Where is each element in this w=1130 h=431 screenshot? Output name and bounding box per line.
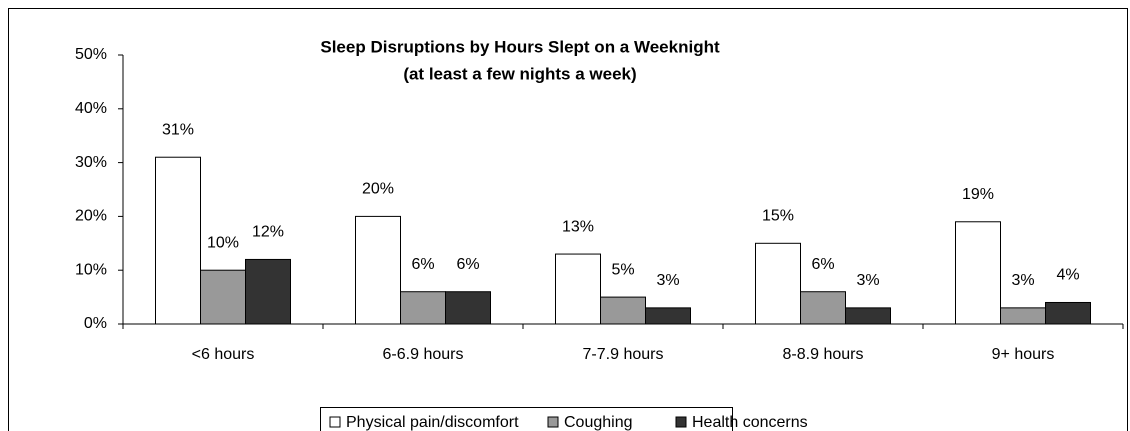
value-label: 19% — [962, 186, 994, 203]
value-label: 4% — [1056, 267, 1079, 284]
bar — [845, 307, 891, 325]
bar — [155, 156, 201, 325]
bar — [445, 291, 491, 325]
legend-label: Physical pain/discomfort — [346, 414, 519, 431]
legend-box — [320, 407, 733, 431]
y-tick-label: 30% — [75, 154, 107, 171]
bar — [200, 269, 246, 325]
value-label: 6% — [411, 256, 434, 273]
bar — [1000, 307, 1046, 325]
value-label: 31% — [162, 121, 194, 138]
bar — [400, 291, 446, 325]
x-tick-label: 6-6.9 hours — [383, 346, 464, 363]
legend-label: Health concerns — [692, 414, 808, 431]
chart-subtitle: (at least a few nights a week) — [403, 64, 636, 83]
legend-swatch — [329, 416, 341, 428]
bar — [355, 215, 401, 325]
bar — [600, 296, 646, 325]
value-label: 15% — [762, 208, 794, 225]
x-tick-label: 7-7.9 hours — [583, 346, 664, 363]
y-tick-label: 10% — [75, 261, 107, 278]
value-label: 10% — [207, 234, 239, 251]
legend-swatch — [547, 416, 559, 428]
y-tick-label: 50% — [75, 46, 107, 63]
x-tick-label: 9+ hours — [992, 346, 1055, 363]
legend-swatch — [675, 416, 687, 428]
x-tick-label: 8-8.9 hours — [783, 346, 864, 363]
value-label: 6% — [811, 256, 834, 273]
y-tick-label: 0% — [84, 315, 107, 332]
legend-label: Coughing — [564, 414, 633, 431]
y-tick-label: 20% — [75, 208, 107, 225]
bar — [555, 253, 601, 325]
chart-frame — [8, 8, 1128, 431]
value-label: 20% — [362, 181, 394, 198]
value-label: 3% — [856, 272, 879, 289]
bar — [245, 258, 291, 325]
value-label: 12% — [252, 224, 284, 241]
y-tick-label: 40% — [75, 100, 107, 117]
value-label: 5% — [611, 261, 634, 278]
bar — [645, 307, 691, 325]
value-label: 3% — [656, 272, 679, 289]
value-label: 3% — [1011, 272, 1034, 289]
bar — [755, 242, 801, 325]
x-tick-label: <6 hours — [192, 346, 255, 363]
bar — [955, 221, 1001, 325]
value-label: 13% — [562, 218, 594, 235]
value-label: 6% — [456, 256, 479, 273]
bar — [1045, 301, 1091, 325]
chart-title: Sleep Disruptions by Hours Slept on a We… — [320, 37, 720, 56]
bar — [800, 291, 846, 325]
